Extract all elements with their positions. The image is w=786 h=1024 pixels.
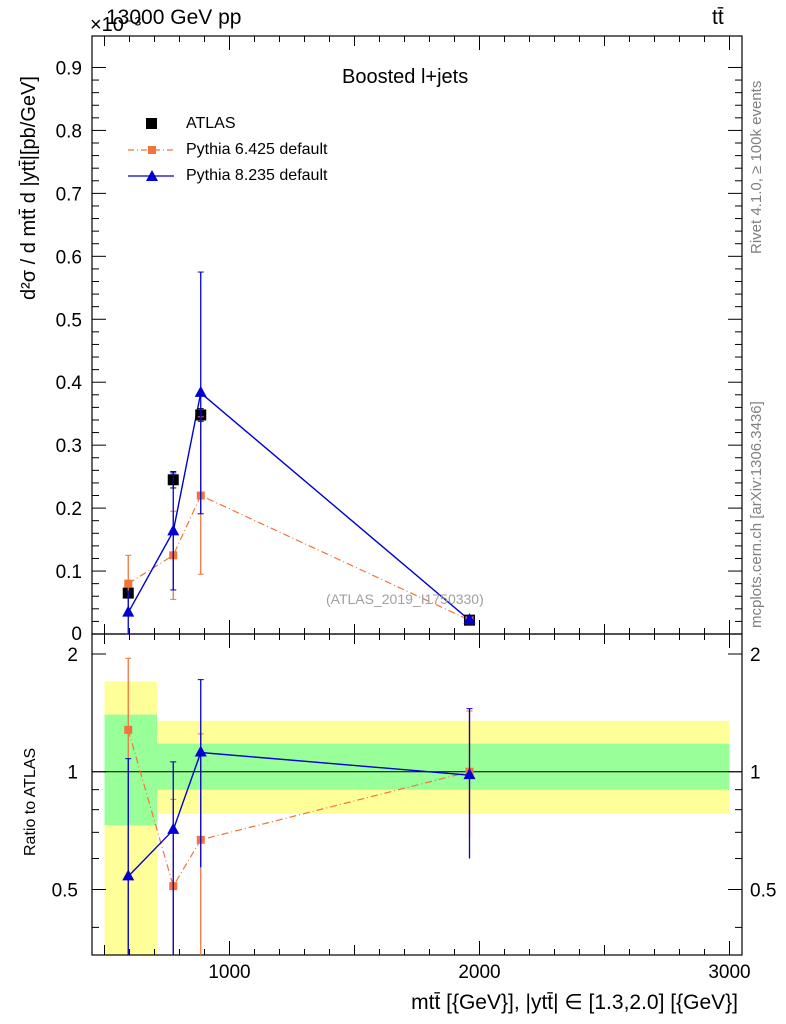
ratio-marker-pythia8-p0 (122, 869, 135, 881)
legend-label-pythia6: Pythia 6.425 default (186, 141, 328, 158)
legend-entry-pythia6: Pythia 6.425 default (126, 138, 327, 162)
y-exponent-label: ×10⁻³ (90, 14, 142, 36)
main-marker-pythia8-p0 (122, 605, 135, 617)
ratio-y-tick-label-left-0: 0.5 (52, 880, 78, 901)
process-label: tt̄ (712, 6, 724, 29)
ratio-y-tick-label-left-2: 2 (67, 645, 78, 666)
main-marker-pythia6-p0 (124, 579, 133, 588)
x-tick-label-1000: 1000 (208, 962, 250, 983)
ratio-y-tick-label-left-1: 1 (67, 763, 78, 784)
rivet-note: Rivet 4.1.0, ≥ 100k events (748, 80, 765, 254)
main-y-tick-label-zero: 0 (71, 624, 82, 645)
legend-marker-atlas (146, 118, 157, 129)
legend-entry-atlas: ATLAS (126, 112, 236, 136)
x-axis-label: mtt̄ [{GeV}], |ytt̄| ∈ [1.3,2.0] [{GeV}] (411, 991, 738, 1014)
main-y-tick-label-6: 0.7 (56, 184, 82, 205)
ratio-y-axis-label: Ratio to ATLAS (22, 747, 39, 856)
x-tick-label-3000: 3000 (708, 962, 750, 983)
ratio-y-tick-label-right-2: 2 (750, 645, 761, 666)
ratio-y-tick-label-right-1: 1 (750, 763, 761, 784)
legend-label-atlas: ATLAS (186, 115, 236, 132)
main-y-tick-label-1: 0.2 (56, 499, 82, 520)
legend-label-pythia8: Pythia 8.235 default (186, 167, 328, 184)
main-marker-pythia8-p2 (194, 385, 207, 397)
ratio-band-inner-1 (157, 743, 730, 790)
ratio-marker-pythia8-p2 (194, 745, 207, 757)
main-y-tick-label-2: 0.3 (56, 436, 82, 457)
ratio-marker-pythia6-p0 (124, 725, 133, 734)
main-y-tick-label-3: 0.4 (56, 373, 83, 394)
mcplots-note: mcplots.cern.ch [arXiv:1306.3436] (748, 401, 765, 628)
main-y-tick-label-7: 0.8 (56, 121, 82, 142)
main-line-series-2 (127, 391, 470, 621)
ratio-line-series-0 (127, 729, 470, 888)
legend-entry-pythia8: Pythia 8.235 default (126, 164, 327, 188)
main-y-tick-label-5: 0.6 (56, 247, 82, 268)
ratio-y-tick-label-right-0: 0.5 (750, 880, 776, 901)
main-y-axis-label: d²σ / d mtt̄ d |ytt̄|[pb/GeV] (18, 76, 40, 300)
collision-label: 13000 GeV pp (106, 6, 242, 29)
analysis-watermark: (ATLAS_2019_I1750330) (326, 591, 484, 607)
main-line-series-1 (127, 494, 470, 621)
main-y-tick-label-4: 0.5 (56, 310, 82, 331)
x-tick-label-2000: 2000 (458, 962, 500, 983)
legend-marker-pythia8 (128, 170, 174, 181)
ratio-line-series-1 (127, 751, 470, 877)
main-marker-pythia8-p3 (463, 613, 476, 625)
legend-marker-pythia6 (128, 146, 174, 154)
main-marker-pythia8-p1 (167, 524, 180, 536)
main-y-tick-label-0: 0.1 (56, 562, 82, 583)
ratio-frame (91, 633, 743, 956)
chart-title: Boosted l+jets (342, 66, 469, 88)
ratio-marker-pythia8-p3 (463, 768, 476, 780)
main-y-tick-label-8: 0.9 (56, 58, 82, 79)
ratio-marker-pythia8-p1 (167, 822, 180, 834)
